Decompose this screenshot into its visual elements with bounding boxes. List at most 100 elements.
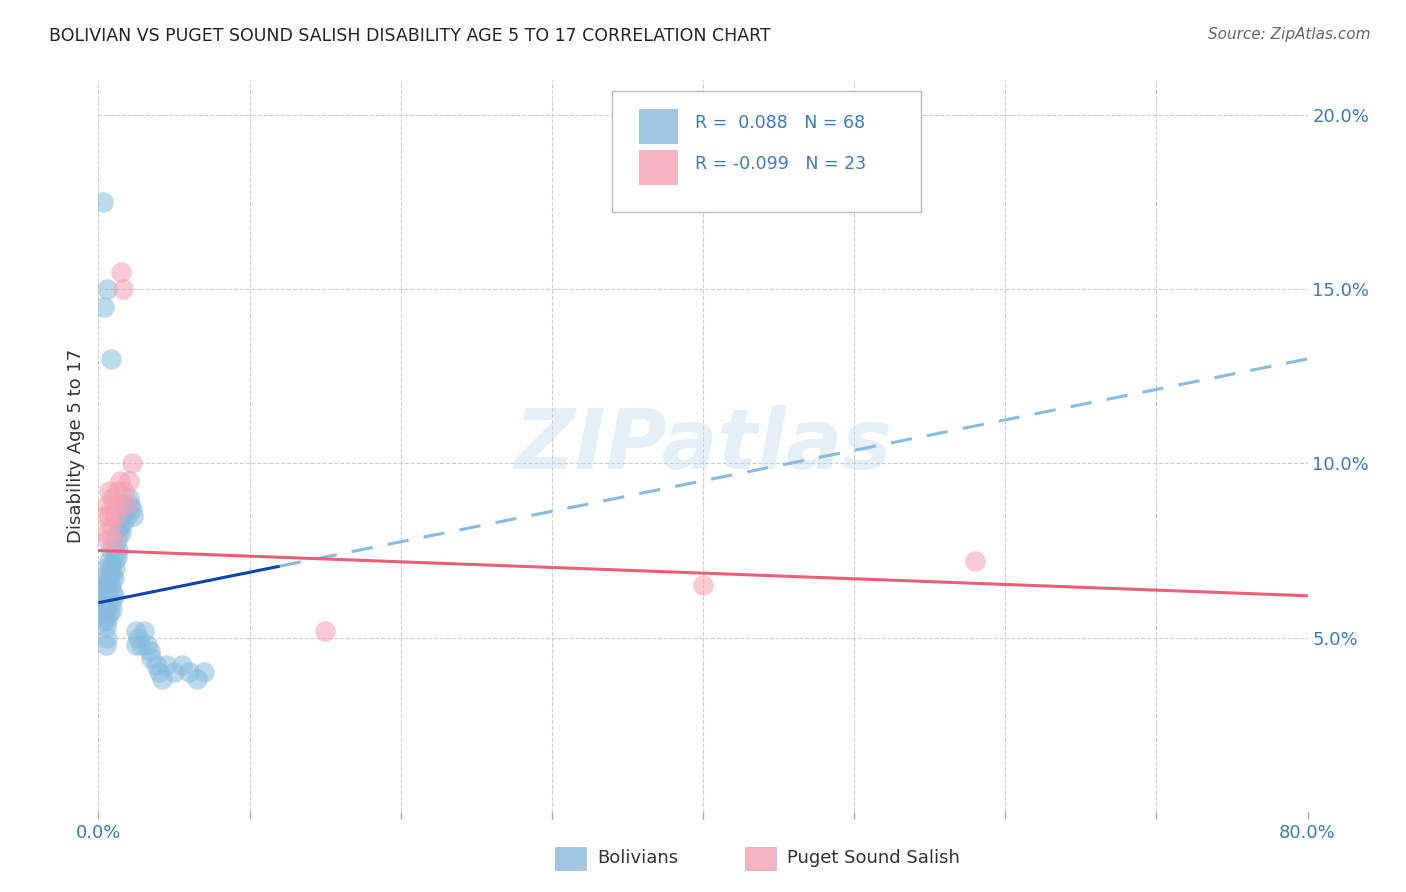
- Point: [100, 578, 122, 592]
- Point: [94, 526, 117, 541]
- Point: [100, 519, 122, 533]
- Point: [141, 651, 163, 665]
- Point: [103, 498, 125, 512]
- Point: [96, 561, 118, 575]
- Point: [91, 606, 114, 620]
- Point: [94, 620, 117, 634]
- Text: Source: ZipAtlas.com: Source: ZipAtlas.com: [1208, 27, 1371, 42]
- Point: [103, 571, 125, 585]
- Point: [111, 516, 134, 530]
- Y-axis label: Disability Age 5 to 17: Disability Age 5 to 17: [66, 349, 84, 543]
- Text: R =  0.088   N = 68: R = 0.088 N = 68: [695, 114, 865, 132]
- Point: [100, 596, 122, 610]
- Point: [132, 624, 155, 638]
- Point: [145, 658, 167, 673]
- Point: [98, 606, 121, 620]
- Point: [107, 543, 129, 558]
- Point: [96, 631, 118, 645]
- Point: [163, 665, 186, 680]
- Point: [93, 508, 115, 523]
- Point: [155, 658, 177, 673]
- Point: [121, 501, 143, 516]
- Point: [115, 508, 138, 523]
- Point: [103, 554, 125, 568]
- Point: [100, 543, 122, 558]
- Point: [94, 585, 117, 599]
- Text: BOLIVIAN VS PUGET SOUND SALISH DISABILITY AGE 5 TO 17 CORRELATION CHART: BOLIVIAN VS PUGET SOUND SALISH DISABILIT…: [49, 27, 770, 45]
- Point: [139, 644, 162, 658]
- Point: [93, 603, 115, 617]
- Point: [135, 638, 157, 652]
- Point: [105, 533, 128, 547]
- Point: [118, 491, 141, 506]
- Point: [96, 282, 118, 296]
- Point: [114, 498, 136, 512]
- Point: [96, 533, 118, 547]
- Point: [193, 665, 215, 680]
- Point: [98, 571, 121, 585]
- Point: [112, 498, 135, 512]
- Point: [148, 665, 170, 680]
- Point: [965, 554, 987, 568]
- Point: [96, 498, 118, 512]
- Point: [93, 300, 115, 314]
- Point: [105, 484, 128, 499]
- Point: [120, 498, 142, 512]
- Point: [314, 624, 336, 638]
- Point: [107, 498, 129, 512]
- Point: [692, 578, 714, 592]
- Point: [96, 613, 118, 627]
- Point: [107, 526, 129, 541]
- Point: [94, 638, 117, 652]
- Point: [100, 561, 122, 575]
- Point: [98, 589, 121, 603]
- Point: [104, 508, 127, 523]
- Point: [98, 508, 121, 523]
- Point: [90, 585, 112, 599]
- Point: [118, 474, 141, 488]
- Point: [101, 585, 124, 599]
- Point: [121, 457, 143, 471]
- Point: [91, 195, 114, 210]
- Point: [129, 638, 152, 652]
- Point: [98, 554, 121, 568]
- Text: ZIPatlas: ZIPatlas: [515, 406, 891, 486]
- Point: [112, 484, 135, 499]
- Point: [93, 578, 115, 592]
- FancyBboxPatch shape: [613, 91, 921, 212]
- Point: [111, 282, 134, 296]
- Point: [101, 567, 124, 582]
- Point: [104, 543, 127, 558]
- Point: [125, 638, 148, 652]
- Point: [122, 508, 145, 523]
- Point: [186, 673, 208, 687]
- Point: [114, 501, 136, 516]
- Point: [96, 596, 118, 610]
- Point: [101, 603, 124, 617]
- Point: [125, 624, 148, 638]
- Point: [96, 578, 118, 592]
- Point: [110, 508, 132, 523]
- Point: [110, 265, 132, 279]
- Point: [100, 351, 122, 366]
- Text: Puget Sound Salish: Puget Sound Salish: [787, 849, 960, 867]
- Point: [105, 550, 128, 565]
- Point: [94, 567, 117, 582]
- Point: [179, 665, 201, 680]
- Point: [108, 474, 131, 488]
- Point: [91, 596, 114, 610]
- Point: [103, 533, 125, 547]
- Bar: [638, 150, 678, 185]
- Point: [110, 526, 132, 541]
- Point: [94, 603, 117, 617]
- Point: [108, 519, 131, 533]
- Text: Bolivians: Bolivians: [598, 849, 679, 867]
- Point: [104, 561, 127, 575]
- Text: R = -0.099   N = 23: R = -0.099 N = 23: [695, 155, 866, 173]
- Point: [98, 484, 121, 499]
- Point: [150, 673, 173, 687]
- Point: [93, 613, 115, 627]
- Point: [103, 589, 125, 603]
- Bar: [638, 109, 678, 144]
- Point: [127, 631, 149, 645]
